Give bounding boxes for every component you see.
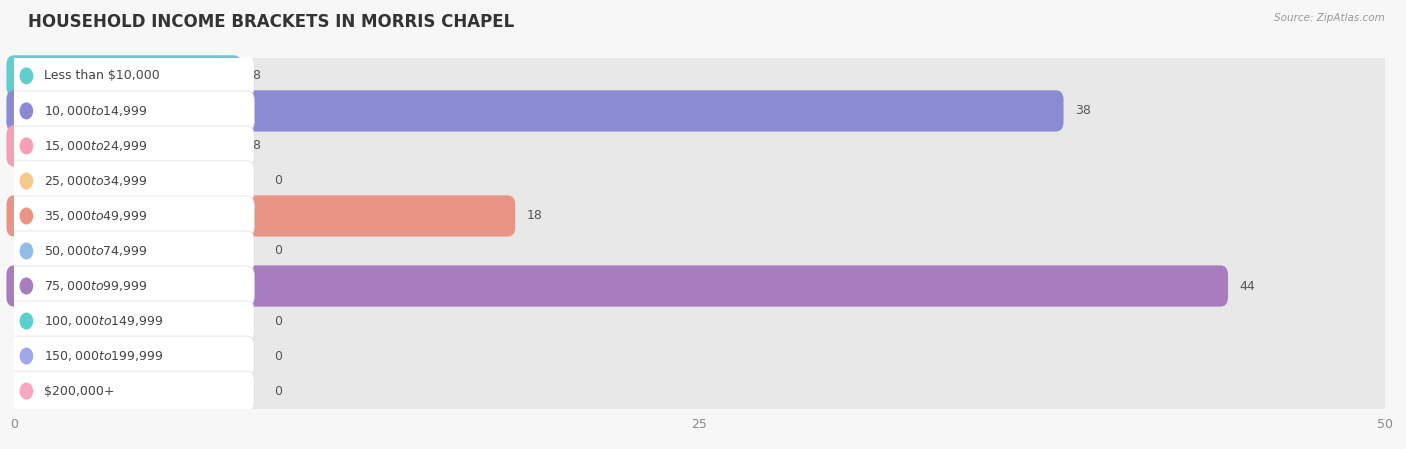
Text: Less than $10,000: Less than $10,000 [44,70,160,82]
Text: $75,000 to $99,999: $75,000 to $99,999 [44,279,148,293]
Text: $150,000 to $199,999: $150,000 to $199,999 [44,349,163,363]
FancyBboxPatch shape [14,58,1385,93]
FancyBboxPatch shape [7,90,1392,132]
FancyBboxPatch shape [4,301,254,341]
Text: $100,000 to $149,999: $100,000 to $149,999 [44,314,163,328]
FancyBboxPatch shape [7,160,1392,202]
Text: 0: 0 [274,350,283,362]
Text: 0: 0 [274,175,283,187]
FancyBboxPatch shape [14,269,1385,304]
FancyBboxPatch shape [7,230,1392,272]
FancyBboxPatch shape [4,196,254,236]
Circle shape [20,278,32,294]
FancyBboxPatch shape [7,265,1227,307]
Circle shape [20,68,32,84]
Text: Source: ZipAtlas.com: Source: ZipAtlas.com [1274,13,1385,23]
Circle shape [20,243,32,259]
FancyBboxPatch shape [4,336,254,376]
FancyBboxPatch shape [14,128,1385,163]
FancyBboxPatch shape [14,304,1385,339]
FancyBboxPatch shape [7,265,1392,307]
FancyBboxPatch shape [4,161,254,201]
FancyBboxPatch shape [14,233,1385,269]
FancyBboxPatch shape [7,125,240,167]
Text: $15,000 to $24,999: $15,000 to $24,999 [44,139,148,153]
Circle shape [20,383,32,399]
FancyBboxPatch shape [4,91,254,131]
Text: $35,000 to $49,999: $35,000 to $49,999 [44,209,148,223]
FancyBboxPatch shape [4,231,254,271]
Circle shape [20,208,32,224]
Text: $10,000 to $14,999: $10,000 to $14,999 [44,104,148,118]
Text: HOUSEHOLD INCOME BRACKETS IN MORRIS CHAPEL: HOUSEHOLD INCOME BRACKETS IN MORRIS CHAP… [28,13,515,31]
FancyBboxPatch shape [7,90,1063,132]
FancyBboxPatch shape [4,266,254,306]
Circle shape [20,173,32,189]
FancyBboxPatch shape [7,195,515,237]
FancyBboxPatch shape [4,56,254,96]
Circle shape [20,138,32,154]
Circle shape [20,348,32,364]
Text: $50,000 to $74,999: $50,000 to $74,999 [44,244,148,258]
Text: 44: 44 [1240,280,1256,292]
FancyBboxPatch shape [7,370,1392,412]
Text: 18: 18 [527,210,543,222]
FancyBboxPatch shape [14,339,1385,374]
Text: $200,000+: $200,000+ [44,385,115,397]
Text: $25,000 to $34,999: $25,000 to $34,999 [44,174,148,188]
FancyBboxPatch shape [14,374,1385,409]
FancyBboxPatch shape [14,163,1385,198]
FancyBboxPatch shape [7,300,1392,342]
FancyBboxPatch shape [4,371,254,411]
Text: 8: 8 [253,140,260,152]
Text: 0: 0 [274,245,283,257]
FancyBboxPatch shape [7,55,1392,97]
Circle shape [20,103,32,119]
FancyBboxPatch shape [7,335,1392,377]
FancyBboxPatch shape [14,93,1385,128]
FancyBboxPatch shape [7,195,1392,237]
FancyBboxPatch shape [7,125,1392,167]
FancyBboxPatch shape [7,55,240,97]
FancyBboxPatch shape [14,198,1385,233]
Text: 38: 38 [1076,105,1091,117]
Text: 8: 8 [253,70,260,82]
Text: 0: 0 [274,385,283,397]
Circle shape [20,313,32,329]
FancyBboxPatch shape [4,126,254,166]
Text: 0: 0 [274,315,283,327]
